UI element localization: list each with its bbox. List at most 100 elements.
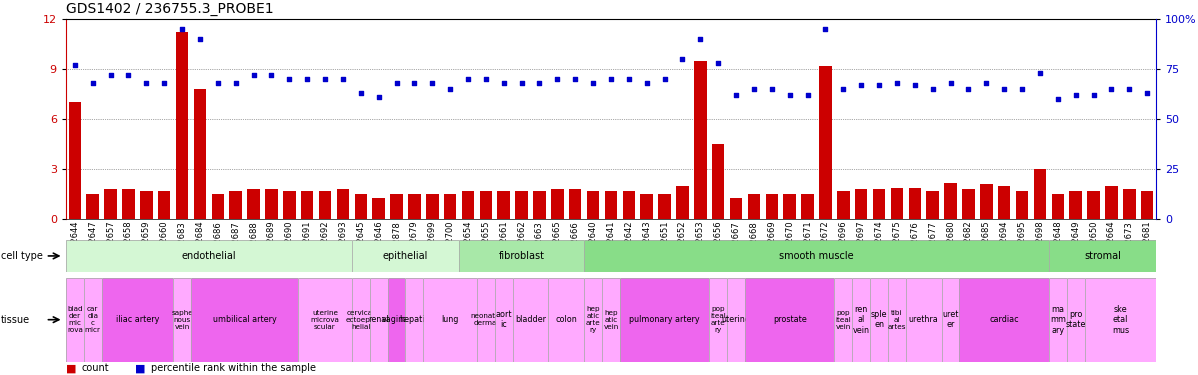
Point [244,72,264,78]
Bar [444,194,456,219]
Bar [533,191,546,219]
Text: pop
iteal
vein: pop iteal vein [835,310,852,330]
Text: hep
atic
vein: hep atic vein [604,310,618,330]
Bar [373,198,385,219]
Point [173,26,192,32]
Point [1120,86,1139,92]
Point [208,80,228,86]
Text: blad
der
mic
rova: blad der mic rova [67,306,83,333]
Point [387,80,406,86]
Bar [140,191,152,219]
Text: pulmonary artery: pulmonary artery [629,315,700,324]
Point [924,86,943,92]
Point [673,56,692,62]
Bar [158,191,170,219]
Text: pop
iteal
arte
ry: pop iteal arte ry [710,306,726,333]
Text: vaginal: vaginal [382,315,411,324]
Bar [676,186,689,219]
Bar [694,60,707,219]
Point [655,76,674,82]
Bar [855,189,867,219]
Text: uterine
microva
scular: uterine microva scular [310,310,339,330]
Text: cell type: cell type [1,251,43,261]
Bar [766,194,778,219]
Point [137,80,156,86]
Point [101,72,120,78]
Point [1048,96,1067,102]
Text: saphe
nous
vein: saphe nous vein [171,310,193,330]
Bar [479,191,492,219]
Point [190,36,210,42]
Bar [873,189,885,219]
Point [369,94,388,100]
Text: fibroblast: fibroblast [498,251,545,261]
Point [315,76,334,82]
Bar [461,191,474,219]
Bar [122,189,134,219]
Bar [730,198,743,219]
Bar [783,194,795,219]
Text: percentile rank within the sample: percentile rank within the sample [151,363,316,373]
Bar [1105,186,1118,219]
Text: smooth muscle: smooth muscle [779,251,854,261]
Bar [319,191,332,219]
Point [906,82,925,88]
Point [870,82,889,88]
Bar [1140,191,1154,219]
Point [459,76,478,82]
Text: ■: ■ [135,363,146,373]
Text: colon: colon [556,315,577,324]
Bar [551,189,563,219]
Point [726,92,745,98]
Bar [712,144,725,219]
Point [583,80,603,86]
Point [226,80,246,86]
Point [834,86,853,92]
Point [976,80,996,86]
Point [1138,90,1157,96]
Point [351,90,370,96]
Point [1030,70,1049,76]
Bar [337,189,349,219]
Bar [623,191,635,219]
Point [423,80,442,86]
Point [888,80,907,86]
Point [780,92,799,98]
Point [279,76,298,82]
Point [1102,86,1121,92]
Point [958,86,978,92]
Text: lung: lung [441,315,459,324]
Point [1066,92,1085,98]
Bar [980,184,992,219]
Point [530,80,549,86]
Bar [515,191,528,219]
Point [477,76,496,82]
Text: cervical
ectoepit
helial: cervical ectoepit helial [346,310,376,330]
Bar [998,186,1010,219]
Text: count: count [81,363,109,373]
Point [691,36,710,42]
Point [816,26,835,32]
Text: hepatic: hepatic [399,315,429,324]
Text: car
dia
c
micr: car dia c micr [85,306,101,333]
Text: prostate: prostate [773,315,806,324]
Bar [819,66,831,219]
Point [709,60,728,66]
Text: ■: ■ [66,363,77,373]
Point [565,76,585,82]
Bar [659,194,671,219]
Bar [194,89,206,219]
Point [405,80,424,86]
Bar [176,32,188,219]
Bar [587,191,599,219]
Bar [355,194,367,219]
Bar [801,194,813,219]
Bar [837,191,849,219]
Bar [569,189,581,219]
Point [262,72,282,78]
Text: ske
etal
mus: ske etal mus [1112,305,1129,334]
Text: bladder: bladder [515,315,546,324]
Text: endothelial: endothelial [182,251,236,261]
Text: epithelial: epithelial [383,251,428,261]
Bar [426,194,438,219]
